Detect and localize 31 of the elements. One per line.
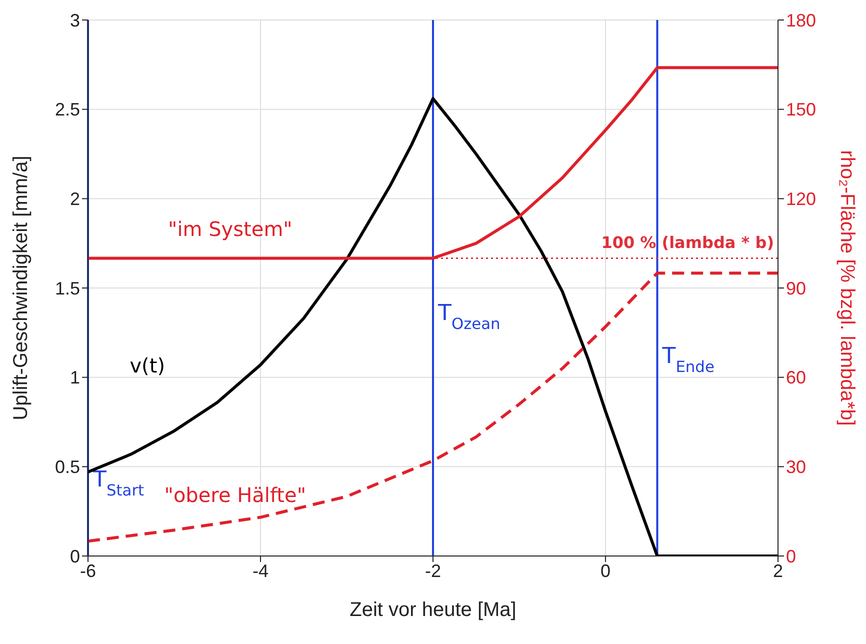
series-label: "obere Hälfte" <box>164 483 306 508</box>
y-tick-label: 2.5 <box>54 100 80 120</box>
ref-line-label: 100 % (lambda * b) <box>601 233 774 252</box>
y-axis-title: Uplift-Geschwindigkeit [mm/a] <box>10 156 32 420</box>
y2-tick-label: 60 <box>786 368 806 388</box>
x-tick-label: -2 <box>424 560 442 581</box>
y2-tick-label: 0 <box>786 546 796 566</box>
line-series <box>88 272 778 543</box>
series-label: "im System" <box>168 217 292 242</box>
y-tick-label: 0.5 <box>54 457 80 478</box>
line-series <box>88 66 778 260</box>
x-tick-label: -4 <box>252 560 269 581</box>
y2-tick-label: 120 <box>786 189 816 210</box>
x-tick-label: 2 <box>772 560 784 581</box>
x-axis-title: Zeit vor heute [Ma] <box>350 599 516 621</box>
y2-axis-title: rho₂-Fläche [% bzgl. lambda*b] <box>836 150 858 426</box>
y-tick-label: 1 <box>70 368 80 388</box>
text: v(t) <box>130 353 166 378</box>
y2-tick-label: 180 <box>786 10 816 30</box>
y-tick-label: 3 <box>70 10 80 30</box>
y-tick-label: 2 <box>70 189 80 210</box>
y2-tick-label: 90 <box>786 278 806 298</box>
ref-line-label: T$_{Ozean}$ <box>437 301 500 334</box>
y2-tick-label: 30 <box>786 457 806 478</box>
x-tick-label: 0 <box>600 560 611 581</box>
y2-tick-label: 150 <box>786 100 816 120</box>
ref-line-label: T$_{Start}$ <box>92 467 144 500</box>
x-tick-label: -6 <box>80 560 96 581</box>
y-tick-label: 0 <box>70 546 80 566</box>
y-tick-label: 1.5 <box>54 278 80 298</box>
ref-line-label: T$_{Ende}$ <box>661 344 714 376</box>
